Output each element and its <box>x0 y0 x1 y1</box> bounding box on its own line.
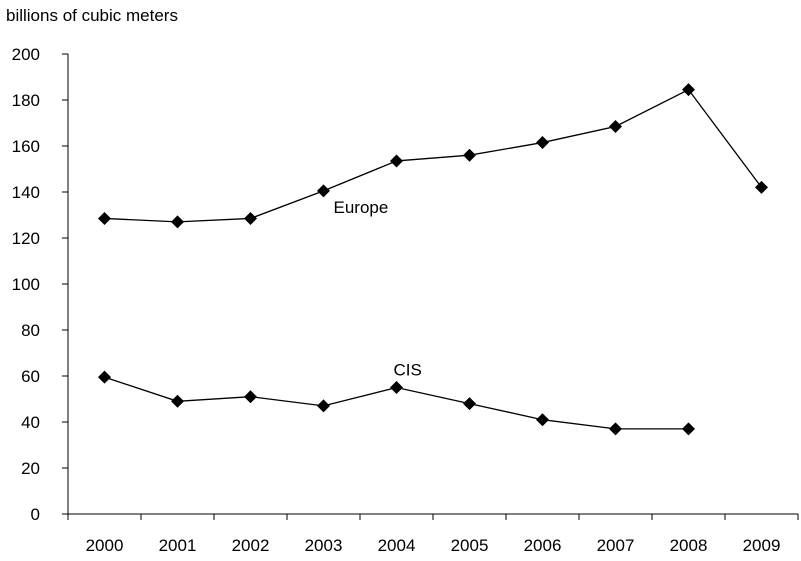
x-tick-label: 2004 <box>378 536 416 555</box>
x-tick-label: 2006 <box>524 536 562 555</box>
y-tick-labels: 0 20 40 60 80 100 120 140 160 180 200 <box>12 45 40 524</box>
data-point-europe <box>463 148 476 162</box>
data-point-europe <box>98 211 111 225</box>
data-point-europe <box>682 83 695 97</box>
y-tick-label: 180 <box>12 91 40 110</box>
y-tick-label: 20 <box>21 459 40 478</box>
data-point-europe <box>609 119 622 133</box>
data-point-cis <box>609 422 622 436</box>
y-axis-unit-label: billions of cubic meters <box>6 6 178 25</box>
data-point-cis <box>317 399 330 413</box>
x-tick-label: 2002 <box>232 536 270 555</box>
data-point-cis <box>536 413 549 427</box>
x-tick-label: 2008 <box>670 536 708 555</box>
y-tick-label: 120 <box>12 229 40 248</box>
x-tick-labels: 2000 2001 2002 2003 2004 2005 2006 2007 2008 2009 <box>86 536 781 555</box>
data-point-cis <box>244 390 257 404</box>
series-europe: Europe <box>98 83 768 229</box>
series-group: Europe CIS <box>98 83 768 436</box>
data-point-cis <box>463 397 476 411</box>
y-tick-label: 60 <box>21 367 40 386</box>
data-point-europe <box>755 180 768 194</box>
y-tick-label: 0 <box>31 505 40 524</box>
data-point-europe <box>317 184 330 198</box>
y-tick-label: 40 <box>21 413 40 432</box>
x-tick-label: 2003 <box>305 536 343 555</box>
data-point-europe <box>244 211 257 225</box>
x-tick-label: 2007 <box>597 536 635 555</box>
y-tick-label: 100 <box>12 275 40 294</box>
y-tick-label: 200 <box>12 45 40 64</box>
x-tick-label: 2005 <box>451 536 489 555</box>
data-point-cis <box>390 381 403 394</box>
x-tick-label: 2009 <box>743 536 781 555</box>
y-tick-label: 140 <box>12 183 40 202</box>
y-tick-label: 160 <box>12 137 40 156</box>
data-point-europe <box>171 215 184 229</box>
data-point-europe <box>390 154 403 168</box>
data-point-cis <box>682 422 695 436</box>
y-tick-label: 80 <box>21 321 40 340</box>
series-label-europe: Europe <box>334 198 389 217</box>
series-cis: CIS <box>98 361 695 436</box>
chart-axes <box>62 53 799 520</box>
data-point-cis <box>98 370 111 384</box>
series-line-europe <box>104 88 763 223</box>
data-point-europe <box>536 136 549 150</box>
series-label-cis: CIS <box>394 361 422 380</box>
x-tick-label: 2000 <box>86 536 124 555</box>
data-point-cis <box>171 394 184 408</box>
x-tick-label: 2001 <box>159 536 197 555</box>
